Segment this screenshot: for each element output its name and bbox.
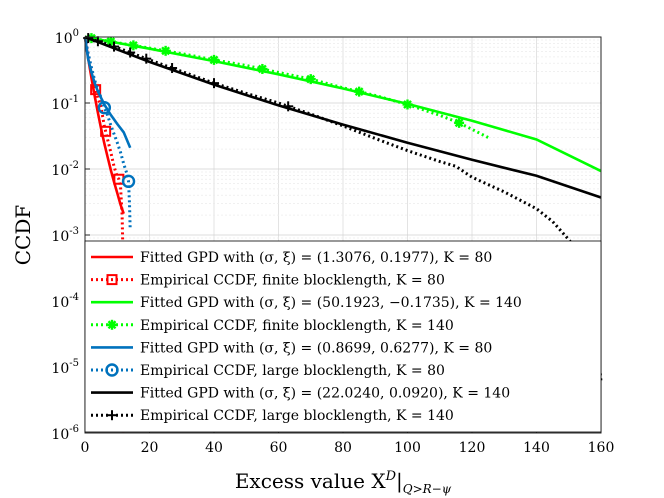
x-tick-label: 60 [270, 440, 288, 456]
legend-marker [107, 410, 117, 421]
legend-marker [107, 319, 117, 330]
series-4-marker [454, 117, 465, 128]
series-8-marker [125, 47, 136, 58]
legend-entry-1: Fitted GPD with (σ, ξ) = (1.3076, 0.1977… [91, 250, 492, 266]
x-axis-title: Excess value XD|Q>R−ψ [235, 469, 452, 496]
series-line-3 [84, 35, 602, 173]
legend-label: Fitted GPD with (σ, ξ) = (50.1923, −0.17… [140, 295, 522, 311]
series-4-marker [354, 86, 365, 97]
series-8-marker [92, 36, 103, 47]
legend-label: Fitted GPD with (σ, ξ) = (1.3076, 0.1977… [140, 250, 492, 266]
legend-entry-7: Fitted GPD with (σ, ξ) = (22.0240, 0.092… [91, 386, 510, 402]
legend-entry-6: Empirical CCDF, large blocklength, K = 8… [91, 363, 445, 379]
series-line-7 [84, 35, 602, 199]
legend-label: Empirical CCDF, finite blocklength, K = … [140, 273, 445, 289]
legend-entry-8: Empirical CCDF, large blocklength, K = 1… [91, 408, 454, 424]
series-8-marker [209, 78, 219, 89]
series-line-4 [84, 35, 489, 139]
legend-label: Fitted GPD with (σ, ξ) = (0.8699, 0.6277… [140, 340, 492, 356]
legend-box [84, 240, 602, 433]
x-tick-label: 160 [588, 440, 615, 456]
legend: Fitted GPD with (σ, ξ) = (1.3076, 0.1977… [84, 240, 602, 433]
legend-entry-5: Fitted GPD with (σ, ξ) = (0.8699, 0.6277… [91, 340, 492, 356]
legend-label: Empirical CCDF, finite blocklength, K = … [140, 318, 454, 334]
x-tick-label: 40 [205, 440, 223, 456]
series-8-marker [141, 53, 152, 64]
series-7 [84, 35, 602, 199]
x-tick-label: 140 [523, 440, 550, 456]
legend-marker [106, 274, 118, 286]
series-8-marker [109, 41, 120, 52]
y-tick-label: 10-1 [51, 94, 79, 113]
legend-entry-3: Fitted GPD with (σ, ξ) = (50.1923, −0.17… [91, 295, 522, 311]
x-tick-label: 0 [81, 440, 90, 456]
y-tick-label: 10-5 [51, 358, 79, 377]
series-4-marker [402, 99, 413, 110]
series-line-5 [83, 36, 132, 149]
series-6 [83, 36, 136, 230]
series-4-marker [257, 63, 268, 74]
legend-label: Empirical CCDF, large blocklength, K = 8… [140, 363, 445, 379]
x-axis-title-sub: Q>R−ψ [403, 482, 452, 496]
y-tick-label: 10-2 [51, 160, 79, 179]
y-axis-title: CCDF [11, 205, 35, 266]
legend-marker [105, 363, 119, 377]
y-tick-label: 10-3 [51, 226, 79, 245]
y-tick-label: 100 [55, 28, 79, 47]
x-tick-label: 100 [394, 440, 421, 456]
x-axis-title-sup: D [385, 469, 397, 484]
y-tick-labels: 100 10-1 10-2 10-3 10-4 10-5 10-6 [51, 28, 79, 443]
series-6-marker [97, 100, 112, 115]
series-5 [83, 36, 132, 149]
legend-label: Empirical CCDF, large blocklength, K = 1… [140, 408, 454, 424]
x-tick-label: 120 [459, 440, 486, 456]
legend-entry-4: Empirical CCDF, finite blocklength, K = … [91, 318, 454, 334]
y-tick-label: 10-4 [51, 292, 79, 311]
series-8-marker [283, 101, 294, 112]
series-2-marker [100, 125, 112, 137]
series-4-marker [128, 40, 139, 51]
x-tick-label: 20 [141, 440, 159, 456]
series-4-marker [209, 54, 219, 65]
x-tick-labels: 0 20 40 60 80 100 120 140 160 [81, 440, 615, 456]
legend-label: Fitted GPD with (σ, ξ) = (22.0240, 0.092… [140, 386, 510, 402]
series-6-marker [121, 174, 136, 189]
y-tick-label: 10-6 [51, 424, 79, 443]
series-4-marker [160, 45, 171, 56]
x-axis-title-main: Excess value X [235, 469, 386, 493]
series-8-marker [167, 63, 178, 74]
series-4-marker [305, 74, 316, 85]
legend-entry-2: Empirical CCDF, finite blocklength, K = … [91, 273, 445, 289]
x-tick-label: 80 [334, 440, 352, 456]
series-1 [83, 36, 125, 215]
series-line-1 [83, 36, 125, 215]
x-axis-title-bar: | [396, 469, 403, 494]
series-group [83, 33, 603, 434]
series-3 [84, 35, 602, 173]
